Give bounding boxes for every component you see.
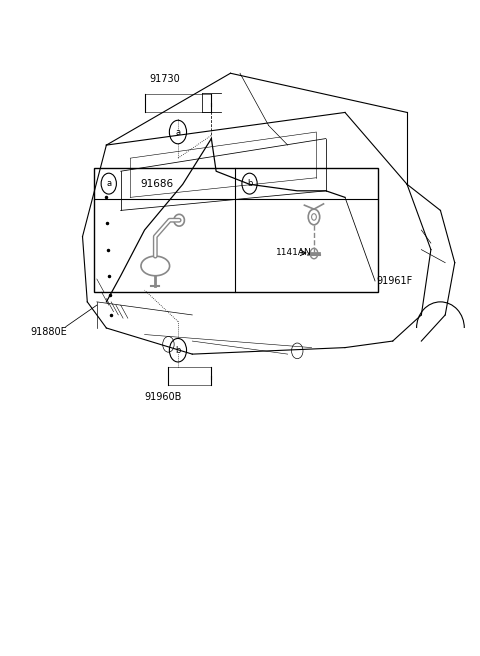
Text: 91730: 91730 [149, 73, 180, 84]
Text: a: a [106, 179, 111, 188]
Text: b: b [175, 346, 180, 355]
Text: 91960B: 91960B [144, 392, 182, 402]
Text: 91880E: 91880E [30, 327, 67, 337]
Text: 91961F: 91961F [376, 276, 412, 285]
Text: 1141AN: 1141AN [276, 248, 312, 256]
Text: a: a [175, 127, 180, 136]
Bar [95, 168, 378, 292]
Text: b: b [247, 179, 252, 188]
Text: 91686: 91686 [140, 178, 173, 189]
